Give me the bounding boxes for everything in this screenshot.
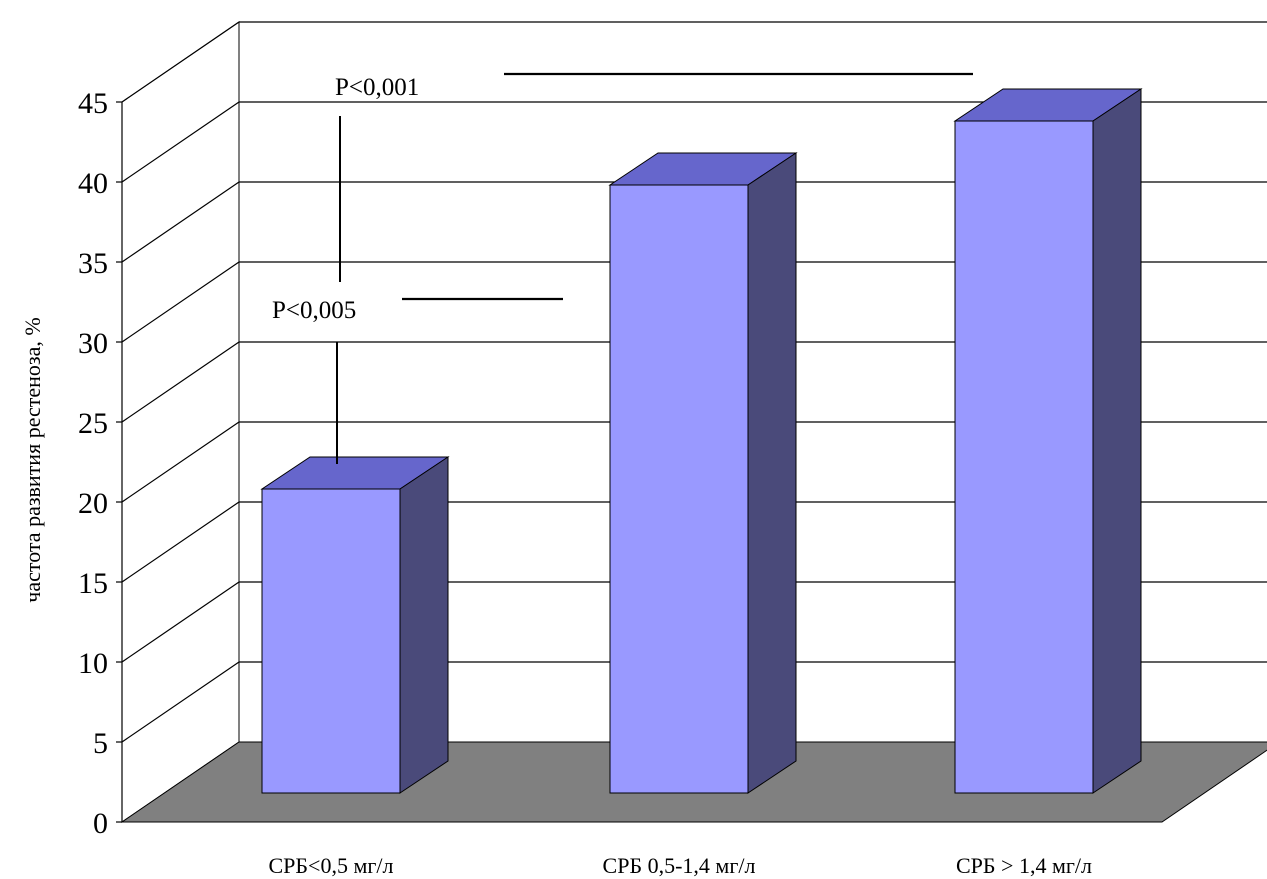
bar (954, 120, 1094, 794)
y-tick-label: 15 (78, 567, 108, 600)
gridline-side (121, 261, 240, 343)
x-tick-label: СРБ 0,5-1,4 мг/л (603, 853, 756, 878)
bar (261, 488, 401, 794)
y-tick-label: 0 (93, 807, 108, 840)
gridline-side (121, 21, 240, 103)
y-axis-label: частота развития рестеноза, % (20, 317, 45, 602)
y-tick-label: 10 (78, 647, 108, 680)
y-tick-label: 30 (78, 327, 108, 360)
x-tick-label: СРБ<0,5 мг/л (269, 853, 394, 878)
y-tick-label: 20 (78, 487, 108, 520)
bar-side (399, 456, 449, 794)
gridline-side (121, 501, 240, 583)
y-tick-label: 45 (78, 87, 108, 120)
x-tick-label: СРБ > 1,4 мг/л (956, 853, 1092, 878)
gridline-side (121, 181, 240, 263)
y-tick-label: 35 (78, 247, 108, 280)
gridline-side (121, 421, 240, 503)
y-tick-label: 5 (93, 727, 108, 760)
bar-side (747, 152, 797, 794)
y-tick-label: 40 (78, 167, 108, 200)
gridline-side (121, 101, 240, 183)
annotation-p005: P<0,005 (272, 297, 356, 324)
annotation-p001: P<0,001 (335, 74, 419, 101)
y-tick-label: 25 (78, 407, 108, 440)
gridline-side (121, 341, 240, 423)
bar (609, 184, 749, 794)
gridline-side (121, 581, 240, 663)
gridline-side (121, 661, 240, 743)
bar-side (1092, 88, 1142, 794)
